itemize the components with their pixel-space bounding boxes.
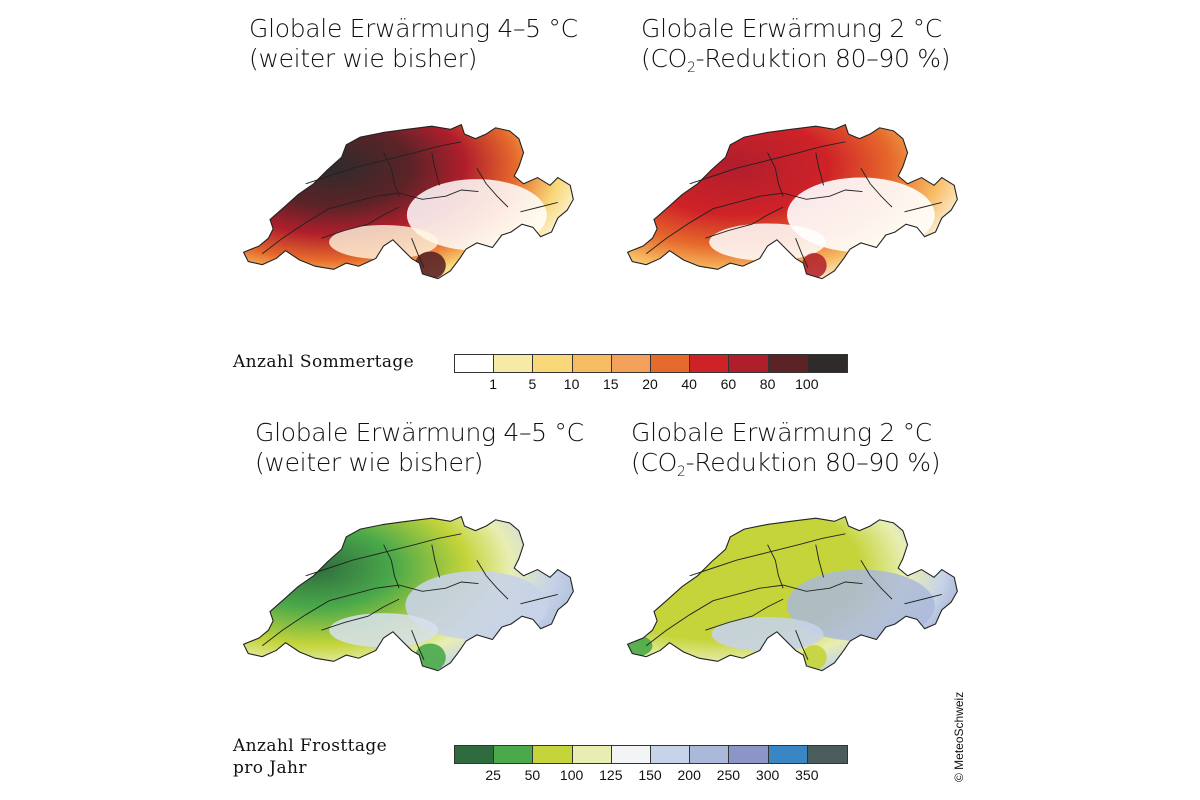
colorbar-tick-label: 25 (485, 767, 501, 783)
legend-summer-label: Anzahl Sommertage (233, 352, 415, 372)
map-summer-days-45 (243, 124, 574, 280)
panel-title-summer-45: Globale Erwärmung 4–5 °C (weiter wie bis… (249, 14, 578, 74)
colorbar-summer-days (454, 354, 848, 373)
colorbar-swatch (729, 355, 769, 372)
colorbar-tick-label: 20 (642, 376, 658, 392)
colorbar-swatch (690, 746, 730, 763)
colorbar-tick-label: 100 (795, 376, 819, 392)
colorbar-tick-label: 80 (759, 376, 776, 392)
colorbar-swatch (650, 746, 691, 763)
colorbar-swatch (494, 355, 534, 372)
panel-title-frost-45: Globale Erwärmung 4–5 °C (weiter wie bis… (255, 418, 584, 478)
colorbar-summer-ticks: 1 5 10 15 20 40 60 80 100 (454, 376, 846, 396)
colorbar-tick-label: 350 (795, 767, 819, 783)
colorbar-frost-days (454, 745, 848, 764)
title-line1: Globale Erwärmung 2 °C (641, 14, 942, 43)
colorbar-tick-label: 150 (638, 767, 662, 783)
map-frost-days-2 (627, 516, 958, 672)
title-line1: Globale Erwärmung 2 °C (631, 418, 932, 447)
title-line2: (CO2-Reduktion 80–90 %) (631, 448, 941, 480)
colorbar-tick-label: 40 (681, 376, 697, 392)
map-frost-days-45 (243, 516, 574, 672)
colorbar-tick-label: 200 (677, 767, 701, 783)
colorbar-swatch (572, 355, 612, 372)
colorbar-tick-label: 10 (563, 376, 580, 392)
colorbar-swatch (533, 746, 573, 763)
legend-frost-label-line1: Anzahl Frosttage (233, 736, 388, 756)
colorbar-swatch (611, 355, 651, 372)
legend-frost-label-line2: pro Jahr (233, 758, 307, 778)
colorbar-frost-ticks: 25 50 100 125 150 200 250 300 350 (454, 767, 846, 787)
credit-meteoschweiz: © MeteoSchweiz (952, 691, 966, 782)
colorbar-swatch (650, 355, 691, 372)
legend-frost-label: Anzahl Frosttage pro Jahr (233, 735, 387, 779)
colorbar-swatch (533, 355, 573, 372)
colorbar-tick-label: 5 (528, 376, 537, 392)
colorbar-tick-label: 1 (489, 376, 498, 392)
title-line1: Globale Erwärmung 4–5 °C (255, 418, 584, 447)
colorbar-swatch (768, 355, 808, 372)
title-line2: (CO2-Reduktion 80–90 %) (641, 44, 951, 76)
panel-title-frost-2: Globale Erwärmung 2 °C (CO2-Reduktion 80… (631, 418, 940, 487)
title-line2: (weiter wie bisher) (255, 448, 484, 477)
colorbar-tick-label: 15 (603, 376, 619, 392)
colorbar-swatch (455, 355, 495, 372)
colorbar-swatch (572, 746, 612, 763)
colorbar-swatch (690, 355, 730, 372)
panel-title-summer-2: Globale Erwärmung 2 °C (CO2-Reduktion 80… (641, 14, 950, 83)
title-line2: (weiter wie bisher) (249, 44, 478, 73)
colorbar-swatch (494, 746, 534, 763)
colorbar-tick-label: 60 (720, 376, 737, 392)
colorbar-tick-label: 50 (524, 767, 541, 783)
colorbar-tick-label: 100 (559, 767, 584, 783)
colorbar-tick-label: 125 (599, 767, 623, 783)
colorbar-swatch (807, 746, 847, 763)
colorbar-tick-label: 250 (716, 767, 741, 783)
colorbar-swatch (807, 355, 847, 372)
colorbar-swatch (729, 746, 769, 763)
colorbar-swatch (455, 746, 495, 763)
colorbar-swatch (768, 746, 808, 763)
map-summer-days-2 (627, 124, 958, 280)
colorbar-tick-label: 300 (755, 767, 780, 783)
colorbar-swatch (611, 746, 651, 763)
title-line1: Globale Erwärmung 4–5 °C (249, 14, 578, 43)
